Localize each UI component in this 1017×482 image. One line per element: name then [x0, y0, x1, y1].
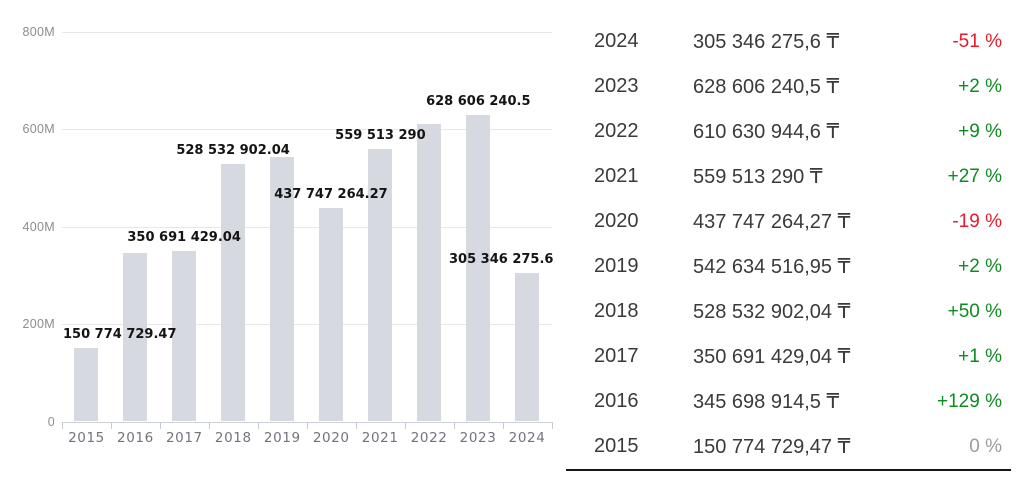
y-axis-label-800M: 800M — [22, 24, 55, 39]
bar-value-label-2021: 559 513 290 — [335, 127, 426, 143]
change-percent-cell: +2 % — [958, 255, 1002, 277]
x-axis-label-2022: 2022 — [410, 430, 448, 446]
x-axis-tick — [404, 421, 406, 429]
change-percent-cell: -19 % — [952, 210, 1002, 232]
x-axis-tick — [257, 421, 259, 429]
gridline — [62, 324, 552, 325]
gridline — [62, 31, 552, 33]
change-percent-cell: +1 % — [958, 345, 1002, 367]
x-axis-tick — [62, 421, 63, 429]
bar-2020[interactable] — [319, 208, 344, 422]
bar-2024[interactable] — [515, 272, 540, 422]
x-axis-label-2021: 2021 — [361, 430, 399, 446]
table-row-2017: 2017 350 691 429,04 ₸ +1 % — [565, 334, 1017, 379]
bar-value-label-2023: 628 606 240.5 — [426, 94, 531, 110]
year-cell: 2018 — [594, 300, 639, 322]
change-percent-cell: +27 % — [947, 165, 1002, 187]
bar-2023[interactable] — [466, 115, 491, 422]
y-axis-label-200M: 200M — [22, 317, 55, 331]
value-cell: 628 606 240,5 ₸ — [693, 76, 840, 98]
table-row-2015: 2015 150 774 729,47 ₸ 0 % — [565, 424, 1017, 469]
change-percent-cell: +50 % — [947, 300, 1002, 322]
gridline — [62, 129, 552, 130]
bar-chart: 0 200M 400M 600M 800M 150 774 729.47 350 691 4… — [22, 24, 554, 447]
x-axis-label-2019: 2019 — [263, 430, 301, 446]
year-cell: 2021 — [594, 165, 639, 187]
change-percent-cell: +9 % — [958, 120, 1002, 142]
change-percent-cell: +129 % — [937, 390, 1002, 412]
y-axis-label-600M: 600M — [22, 122, 55, 136]
bar-value-label-2018: 528 532 902.04 — [176, 142, 290, 158]
year-cell: 2019 — [594, 255, 639, 277]
x-axis-label-2017: 2017 — [165, 430, 203, 446]
value-cell: 350 691 429,04 ₸ — [693, 346, 851, 368]
value-cell: 437 747 264,27 ₸ — [693, 211, 851, 233]
table-row-2021: 2021 559 513 290 ₸ +27 % — [565, 154, 1017, 199]
bar-2017[interactable] — [172, 250, 197, 422]
bar-2015[interactable] — [74, 347, 99, 422]
gridline — [62, 226, 552, 228]
table-row-2019: 2019 542 634 516,95 ₸ +2 % — [565, 244, 1017, 289]
bar-value-label-2024: 305 346 275.6 — [449, 251, 554, 267]
x-axis-tick — [453, 421, 455, 429]
year-cell: 2022 — [594, 120, 639, 142]
value-cell: 559 513 290 ₸ — [693, 166, 823, 188]
table-row-2023: 2023 628 606 240,5 ₸ +2 % — [565, 64, 1017, 109]
x-axis-tick — [306, 421, 308, 429]
table-row-2022: 2022 610 630 944,6 ₸ +9 % — [565, 109, 1017, 154]
bar-value-label-2020: 437 747 264.27 — [274, 187, 388, 203]
value-cell: 542 634 516,95 ₸ — [693, 256, 851, 278]
yearly-values-table: 2024 305 346 275,6 ₸ -51 % 2023 628 606 240,… — [565, 19, 1017, 471]
x-axis-label-2020: 2020 — [312, 430, 350, 446]
year-cell: 2020 — [594, 210, 639, 232]
year-cell: 2017 — [594, 345, 639, 367]
value-cell: 150 774 729,47 ₸ — [693, 436, 851, 458]
x-axis-tick — [208, 421, 210, 429]
y-axis-label-0: 0 — [47, 414, 55, 429]
year-cell: 2016 — [594, 390, 639, 412]
table-row-2016: 2016 345 698 914,5 ₸ +129 % — [565, 379, 1017, 424]
bar-value-label-2015: 150 774 729.47 — [63, 326, 177, 342]
change-percent-cell: 0 % — [969, 435, 1002, 457]
x-axis-tick — [551, 421, 553, 429]
x-axis-label-2015: 2015 — [68, 430, 105, 446]
year-cell: 2023 — [594, 75, 639, 97]
table-row-2020: 2020 437 747 264,27 ₸ -19 % — [565, 199, 1017, 244]
x-axis-tick — [110, 421, 112, 429]
year-cell: 2015 — [594, 435, 639, 457]
table-row-2024: 2024 305 346 275,6 ₸ -51 % — [565, 19, 1017, 64]
table-row-2018: 2018 528 532 902,04 ₸ +50 % — [565, 289, 1017, 334]
x-axis-tick — [159, 421, 161, 429]
x-axis-label-2023: 2023 — [459, 430, 497, 446]
x-axis-tick — [355, 421, 357, 429]
x-axis-label-2024: 2024 — [508, 430, 546, 446]
x-axis-label-2016: 2016 — [117, 430, 154, 446]
value-cell: 610 630 944,6 ₸ — [693, 121, 840, 143]
value-cell: 345 698 914,5 ₸ — [693, 391, 840, 413]
bar-2016[interactable] — [123, 252, 148, 422]
x-axis-tick — [502, 421, 504, 429]
value-cell: 528 532 902,04 ₸ — [693, 301, 851, 323]
value-cell: 305 346 275,6 ₸ — [693, 31, 840, 53]
bar-2019[interactable] — [270, 156, 295, 422]
change-percent-cell: -51 % — [952, 30, 1002, 52]
table-bottom-border — [566, 469, 1011, 471]
change-percent-cell: +2 % — [958, 75, 1002, 97]
bar-2022[interactable] — [417, 123, 442, 422]
y-axis-label-400M: 400M — [22, 219, 55, 234]
year-cell: 2024 — [594, 30, 639, 52]
bar-value-label-2017: 350 691 429.04 — [127, 229, 241, 245]
bar-2018[interactable] — [221, 163, 246, 422]
x-axis-label-2018: 2018 — [214, 430, 252, 446]
bar-2021[interactable] — [368, 148, 393, 422]
